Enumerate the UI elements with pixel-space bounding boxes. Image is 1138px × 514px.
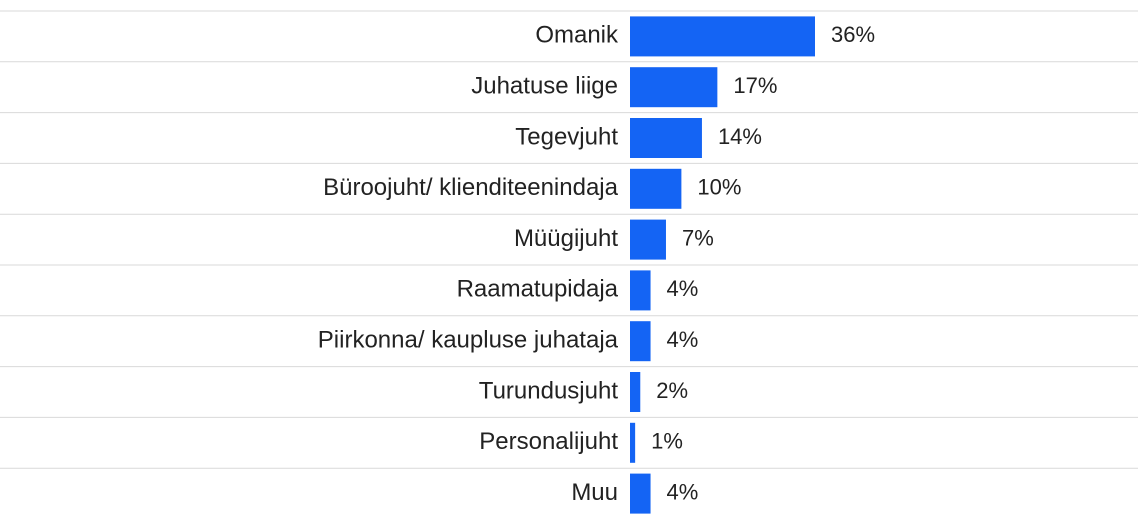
value-label: 17% [733, 73, 777, 98]
bar [630, 16, 815, 57]
value-label: 2% [656, 378, 688, 403]
category-label: Tegevjuht [515, 123, 618, 150]
bar [630, 422, 636, 463]
bar [630, 67, 718, 108]
bar [630, 219, 666, 260]
value-label: 1% [651, 429, 683, 454]
category-label: Juhatuse liige [471, 73, 618, 100]
value-label: 4% [667, 327, 699, 352]
category-label: Personalijuht [479, 428, 618, 455]
category-label: Müügijuht [514, 225, 618, 252]
bar [630, 321, 651, 362]
category-label: Piirkonna/ kaupluse juhataja [318, 327, 619, 354]
category-label: Muu [571, 479, 618, 506]
bar [630, 473, 651, 514]
value-label: 36% [831, 22, 875, 47]
category-label: Turundusjuht [479, 377, 619, 404]
category-label: Raamatupidaja [457, 276, 619, 303]
value-label: 7% [682, 225, 714, 250]
value-label: 10% [697, 175, 741, 200]
category-label: Büroojuht/ klienditeenindaja [323, 174, 619, 201]
bar [630, 118, 702, 158]
category-label: Omanik [535, 22, 619, 49]
bar [630, 270, 651, 311]
bar [630, 168, 682, 209]
bar [630, 372, 641, 412]
value-label: 4% [667, 276, 699, 301]
value-label: 4% [667, 479, 699, 504]
value-label: 14% [718, 124, 762, 149]
